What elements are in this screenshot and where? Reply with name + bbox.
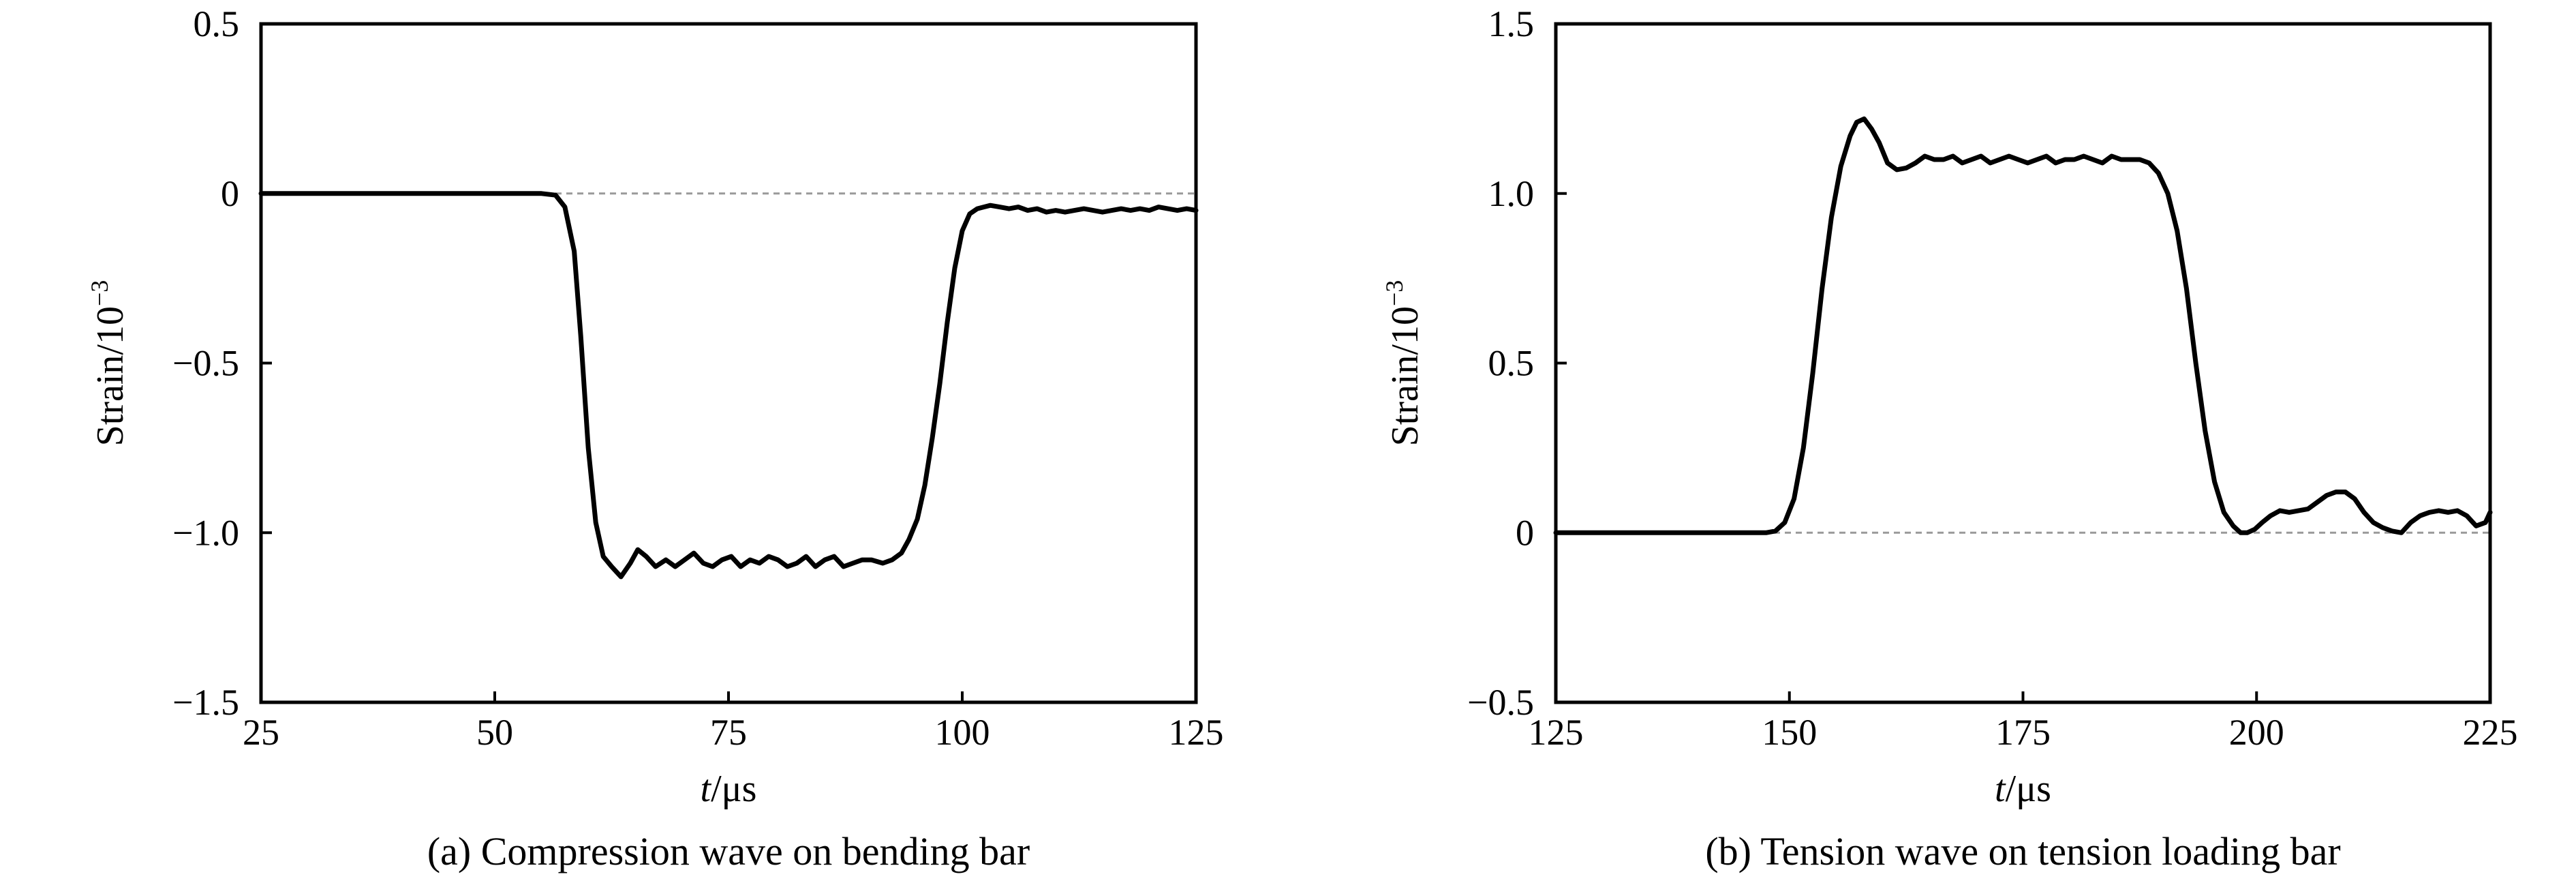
x-tick-label: 100 [935,712,990,753]
y-tick-label: −1.0 [172,512,239,553]
x-tick-label: 75 [710,712,747,753]
chart-panel-b: 125 150 175 200 225 1.5 1.0 0.5 0 −0.5 t/μs Strain/… [1381,3,2518,873]
x-tick-label: 200 [2229,712,2284,753]
x-tick-label: 225 [2463,712,2518,753]
plot-frame [259,22,1198,704]
y-tick-label: 1.0 [1488,173,1535,214]
y-tick-label: 0.5 [194,3,240,44]
y-tick-label: 0 [1516,512,1534,553]
strain-series-line [258,191,1199,580]
y-tick-label: −0.5 [1467,682,1534,723]
x-axis-label: t/μs [1995,768,2051,810]
chart-panel-a: 25 50 75 100 125 0.5 0 −0.5 −1.0 −1.5 t/μs Strain/1… [86,3,1224,873]
x-tick-label: 175 [1995,712,2051,753]
strain-series-line [1553,116,2493,535]
y-tick-label: −0.5 [172,343,239,384]
x-axis-label: t/μs [701,768,757,810]
chart-caption: (b) Tension wave on tension loading bar [1705,829,2340,873]
y-tick-label: 0.5 [1488,343,1535,384]
y-axis-label: Strain/10−3 [1381,280,1426,447]
y-tick-label: 1.5 [1488,3,1535,44]
chart-caption: (a) Compression wave on bending bar [427,829,1030,873]
y-tick-label: 0 [221,173,239,214]
y-tick-label: −1.5 [172,682,239,723]
x-tick-label: 150 [1762,712,1817,753]
x-tick-label: 125 [1529,712,1584,753]
plot-frame [1554,22,2492,704]
y-axis-label: Strain/10−3 [86,280,132,447]
x-tick-label: 50 [476,712,513,753]
x-tick-label: 125 [1169,712,1224,753]
x-tick-label: 25 [243,712,279,753]
